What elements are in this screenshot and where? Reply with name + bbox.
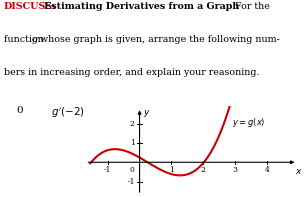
Text: function: function (4, 35, 46, 44)
Text: Estimating Derivatives from a Graph: Estimating Derivatives from a Graph (44, 2, 239, 11)
Text: $g'(0)$: $g'(0)$ (112, 106, 137, 120)
Text: 0: 0 (17, 106, 23, 115)
Text: 0: 0 (130, 166, 135, 174)
Text: g: g (32, 35, 38, 44)
Text: $g'(4)$: $g'(4)$ (222, 106, 247, 120)
Text: -1: -1 (127, 177, 135, 186)
Text: DISCUSS:: DISCUSS: (4, 2, 56, 11)
Text: 3: 3 (233, 166, 238, 174)
Text: 4: 4 (265, 166, 270, 174)
Text: bers in increasing order, and explain your reasoning.: bers in increasing order, and explain yo… (4, 68, 259, 77)
Text: 1: 1 (169, 166, 174, 174)
Text: For the: For the (235, 2, 270, 11)
Text: -1: -1 (104, 166, 111, 174)
Text: $y$: $y$ (143, 108, 150, 119)
Text: $y = g(x)$: $y = g(x)$ (232, 116, 266, 128)
Text: 1: 1 (130, 139, 135, 147)
Text: 2: 2 (130, 120, 135, 128)
Text: 2: 2 (201, 166, 206, 174)
Text: $g'(2)$: $g'(2)$ (168, 106, 193, 120)
Text: $x$: $x$ (295, 166, 303, 176)
Text: whose graph is given, arrange the following num-: whose graph is given, arrange the follow… (37, 35, 280, 44)
Text: $g'(-2)$: $g'(-2)$ (51, 106, 85, 120)
